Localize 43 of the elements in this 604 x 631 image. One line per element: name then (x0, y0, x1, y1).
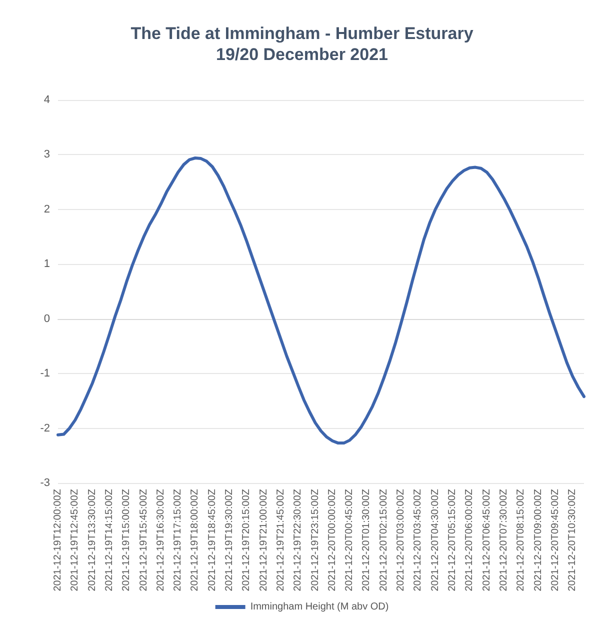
x-tick-label: 2021-12-20T06:45:00Z (481, 489, 492, 592)
y-tick-label: -3 (40, 477, 50, 489)
x-tick-label: 2021-12-19T13:30:00Z (86, 489, 98, 592)
y-tick-label: 0 (44, 312, 50, 325)
x-tick-label: 2021-12-20T03:45:00Z (412, 489, 424, 592)
x-tick-label: 2021-12-20T05:15:00Z (447, 489, 458, 592)
line-series (56, 156, 586, 445)
x-tick-label: 2021-12-19T18:45:00Z (206, 489, 218, 592)
x-tick-label: 2021-12-20T00:45:00Z (344, 489, 356, 592)
legend-label: Immingham Height (M abv OD) (250, 602, 389, 612)
x-tick-label: 2021-12-19T16:30:00Z (155, 489, 166, 592)
x-tick-label: 2021-12-20T09:45:00Z (550, 489, 561, 592)
x-tick-label: 2021-12-20T03:00:00Z (396, 489, 407, 592)
x-tick-label: 2021-12-20T10:30:00Z (567, 489, 578, 592)
x-tick-label: 2021-12-20T09:00:00Z (532, 489, 544, 592)
y-tick-label: 3 (44, 148, 50, 161)
x-tick-label: 2021-12-19T19:30:00Z (224, 489, 236, 592)
x-tick-label: 2021-12-19T12:00:00Z (52, 489, 64, 592)
y-tick-label: -1 (40, 368, 50, 380)
x-tick-label: 2021-12-19T23:15:00Z (310, 489, 321, 592)
x-tick-label: 2021-12-19T15:00:00Z (121, 489, 132, 592)
y-tick-label: 2 (44, 203, 50, 216)
y-tick-label: -2 (40, 422, 50, 434)
x-tick-label: 2021-12-20T08:15:00Z (516, 489, 527, 592)
x-tick-label: 2021-12-19T17:15:00Z (172, 489, 184, 592)
x-tick-label: 2021-12-20T06:00:00Z (464, 489, 476, 592)
x-tick-label: 2021-12-19T12:45:00Z (70, 489, 81, 592)
x-tick-label: 2021-12-20T02:15:00Z (378, 489, 390, 592)
x-tick-label: 2021-12-19T21:00:00Z (258, 489, 270, 592)
chart-subtitle: 19/20 December 2021 (216, 45, 388, 64)
x-tick-label: 2021-12-20T00:00:00Z (326, 489, 338, 592)
y-tick-label: 1 (44, 258, 50, 270)
x-tick-label: 2021-12-19T20:15:00Z (241, 489, 252, 592)
chart-title: The Tide at Immingham - Humber Esturary (130, 24, 474, 43)
x-tick-label: 2021-12-19T21:45:00Z (275, 489, 286, 592)
x-tick-label: 2021-12-19T15:45:00Z (138, 489, 150, 592)
x-tick-label: 2021-12-19T22:30:00Z (292, 489, 304, 592)
x-tick-label: 2021-12-20T07:30:00Z (498, 489, 510, 592)
y-tick-label: 4 (44, 94, 50, 106)
x-tick-label: 2021-12-20T01:30:00Z (361, 489, 372, 592)
x-tick-label: 2021-12-19T14:15:00Z (104, 489, 115, 592)
x-tick-label: 2021-12-19T18:00:00Z (190, 489, 201, 592)
x-tick-label: 2021-12-20T04:30:00Z (430, 489, 441, 592)
